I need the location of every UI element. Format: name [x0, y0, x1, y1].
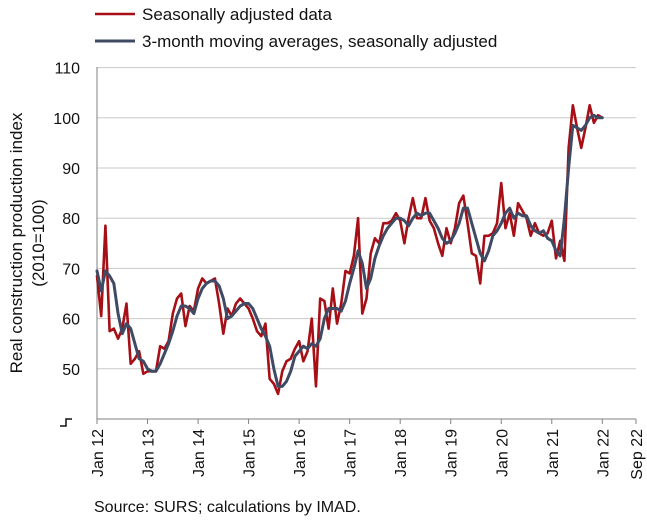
y-axis-label-line: (2010=100)	[29, 199, 48, 286]
legend: Seasonally adjusted data 3-month moving a…	[95, 5, 497, 51]
y-axis-ticks: 50 60 70 80 90 100 110	[53, 61, 80, 379]
y-tick-label: 60	[62, 312, 80, 329]
x-tick-label: Jan 20	[494, 429, 511, 477]
x-tick-label: Jan 15	[242, 429, 259, 477]
series-lines	[95, 103, 604, 396]
grid-lines	[97, 67, 636, 370]
axes	[60, 67, 636, 427]
x-tick-label: Jan 16	[292, 429, 309, 477]
x-tick-label: Jan 19	[444, 429, 461, 477]
x-tick-label: Sep 22	[629, 429, 646, 480]
legend-label: Seasonally adjusted data	[142, 5, 333, 24]
x-tick-label: Jan 17	[343, 429, 360, 477]
source-note: Source: SURS; calculations by IMAD.	[94, 499, 361, 516]
y-tick-label: 110	[54, 61, 80, 78]
x-tick-label: Jan 12	[90, 429, 107, 477]
y-axis-label: Real construction production index (2010=…	[7, 112, 48, 373]
y-tick-label: 80	[62, 211, 80, 228]
x-axis-ticks: Jan 12 Jan 13 Jan 14 Jan 15 Jan 16 Jan 17 Jan …	[90, 419, 646, 480]
y-tick-label: 70	[62, 261, 80, 278]
y-tick-label: 100	[53, 111, 80, 128]
x-tick-label: Jan 21	[545, 429, 562, 477]
x-tick-label: Jan 18	[393, 429, 410, 477]
x-tick-label: Jan 22	[595, 429, 612, 477]
series-line-seasonally-adjusted	[95, 103, 604, 396]
y-tick-label: 90	[62, 161, 80, 178]
series-line-moving-average	[95, 113, 604, 388]
legend-label: 3-month moving averages, seasonally adju…	[142, 32, 497, 51]
y-axis-label-line: Real construction production index	[7, 112, 26, 373]
x-tick-label: Jan 14	[191, 429, 208, 477]
y-tick-label: 50	[62, 362, 80, 379]
axis-break-mark	[60, 418, 72, 427]
x-tick-label: Jan 13	[141, 429, 158, 477]
